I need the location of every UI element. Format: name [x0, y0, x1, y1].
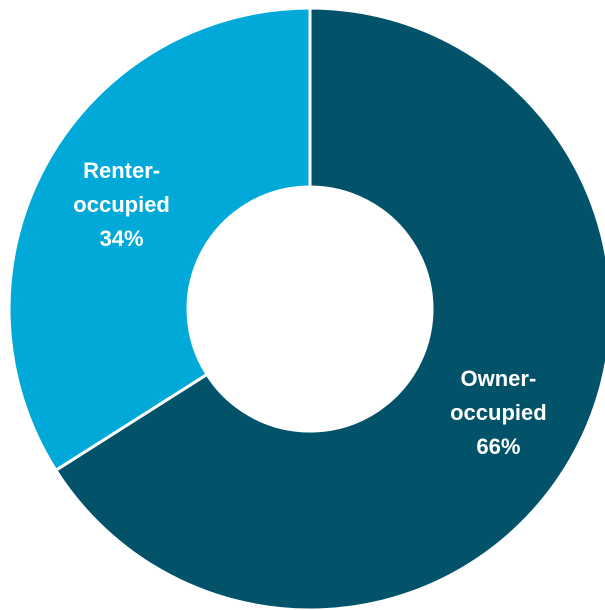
slice-label: Owner-occupied 66%: [436, 362, 560, 464]
value-label: 34%: [99, 226, 144, 252]
slice-label: Renter-occupied 34%: [60, 154, 184, 256]
category-label: Owner-occupied: [450, 365, 547, 425]
donut-slice: [7, 6, 312, 473]
donut-slice: [53, 6, 605, 610]
value-label: 66%: [476, 433, 521, 459]
category-label: Renter-occupied: [73, 158, 170, 218]
